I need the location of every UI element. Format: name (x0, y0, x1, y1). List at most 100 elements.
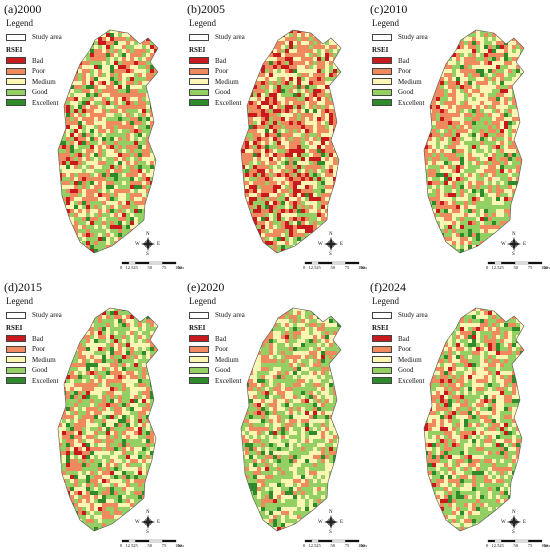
legend-swatch (372, 67, 392, 75)
legend-study-area: Study area (189, 310, 245, 321)
scale-tick-label: 12.5 (125, 265, 134, 270)
scale-tick-label: 50 (330, 543, 336, 548)
legend-label: Bad (398, 334, 410, 343)
legend-label: Excellent (32, 376, 59, 385)
map-legend: Legend Study area RSEI Bad Poor Medium Good Exc… (6, 296, 62, 386)
legend-swatch (372, 99, 392, 107)
legend-label: Medium (398, 77, 422, 86)
scale-bar-segment (501, 539, 516, 543)
scale-tick-label: 0 (486, 543, 489, 548)
compass-s: S (512, 252, 515, 257)
scale-tick-label: 0 (120, 543, 123, 548)
scale-bar-segment (318, 261, 333, 265)
legend-label: Bad (32, 56, 44, 65)
legend-swatch (189, 335, 209, 343)
scale-tick-label: 100 (175, 265, 182, 270)
scale-bar-segment (311, 539, 319, 543)
scale-bar-segment (345, 261, 360, 265)
legend-label: Excellent (398, 98, 425, 107)
compass-icon (324, 237, 338, 251)
compass-e: E (157, 520, 161, 525)
scale-unit: km (544, 265, 550, 270)
legend-swatch (372, 345, 392, 353)
compass-icon (141, 515, 155, 529)
legend-title: Legend (189, 18, 216, 28)
legend-study-area: Study area (372, 32, 428, 43)
scale-bar-segment (311, 261, 319, 265)
legend-study-area: Study area (372, 310, 428, 321)
legend-class-good: Good (189, 365, 245, 376)
rsei-map-2015 (57, 307, 177, 543)
legend-class-good: Good (6, 365, 62, 376)
legend-label: Bad (398, 56, 410, 65)
legend-label: Study area (32, 311, 62, 320)
compass-n: N (512, 510, 516, 515)
compass-w: W (135, 242, 140, 247)
map-legend: Legend Study area RSEI Bad Poor Medium Good Exc… (372, 18, 428, 108)
map-panel-2020: N S E W 0 12.5 25 50 75 100 km (e)2020 Legend Study a… (183, 278, 367, 555)
legend-swatch (6, 88, 26, 96)
scale-tick-label: 50 (513, 543, 519, 548)
scale-unit: km (361, 543, 367, 548)
legend-rsei-heading: RSEI (6, 323, 23, 332)
compass-s: S (512, 530, 515, 535)
scale-bar-segment (162, 261, 177, 265)
legend-rsei-heading: RSEI (372, 45, 389, 54)
legend-label: Study area (215, 311, 245, 320)
legend-label: Bad (32, 334, 44, 343)
legend-swatch (189, 88, 209, 96)
scale-tick-label: 12.5 (491, 543, 500, 548)
legend-class-excellent: Excellent (189, 376, 245, 387)
legend-swatch (372, 356, 392, 364)
scale-tick-label: 25 (499, 265, 504, 270)
legend-label: Good (32, 88, 48, 97)
legend-class-good: Good (189, 87, 245, 98)
scale-bar-segment (501, 261, 516, 265)
legend-label: Study area (215, 33, 245, 42)
scale-bar-segment (345, 539, 360, 543)
scale-tick-label: 75 (527, 543, 533, 548)
scale-tick-label: 50 (147, 543, 153, 548)
compass-icon (507, 237, 521, 251)
scale-tick-label: 25 (316, 265, 321, 270)
legend-rsei-heading: RSEI (189, 323, 206, 332)
legend-class-bad: Bad (372, 56, 428, 67)
legend-class-poor: Poor (189, 344, 245, 355)
panel-title: (a)2000 (4, 2, 42, 16)
legend-label: Poor (215, 345, 229, 354)
legend-label: Medium (215, 77, 239, 86)
compass-e: E (340, 520, 344, 525)
legend-class-poor: Poor (189, 66, 245, 77)
legend-label: Excellent (215, 376, 242, 385)
scale-tick-label: 100 (175, 543, 182, 548)
panel-title: (c)2010 (370, 2, 408, 16)
legend-class-poor: Poor (6, 66, 62, 77)
compass-w: W (135, 520, 140, 525)
compass-s: S (329, 252, 332, 257)
legend-swatch (372, 366, 392, 374)
compass-n: N (146, 232, 150, 237)
legend-title: Legend (372, 18, 399, 28)
study-area-boundary (240, 307, 342, 532)
map-panel-2024: N S E W 0 12.5 25 50 75 100 km (f)2024 Legend Study a… (366, 278, 550, 555)
scale-tick-label: 12.5 (125, 543, 134, 548)
legend-class-medium: Medium (6, 77, 62, 88)
compass-icon (507, 515, 521, 529)
legend-swatch (372, 88, 392, 96)
legend-swatch (189, 311, 209, 319)
legend-label: Medium (398, 355, 422, 364)
legend-swatch (189, 99, 209, 107)
legend-swatch (6, 366, 26, 374)
study-area-boundary (240, 29, 342, 254)
legend-class-medium: Medium (189, 77, 245, 88)
legend-label: Study area (32, 33, 62, 42)
scale-tick-label: 50 (330, 265, 336, 270)
compass-s: S (329, 530, 332, 535)
scale-tick-label: 0 (303, 543, 306, 548)
legend-label: Good (398, 366, 414, 375)
scale-unit: km (178, 265, 184, 270)
compass-e: E (340, 242, 344, 247)
scale-bar-segment (318, 539, 333, 543)
scale-bar-segment (514, 261, 529, 265)
scale-tick-label: 75 (161, 265, 167, 270)
